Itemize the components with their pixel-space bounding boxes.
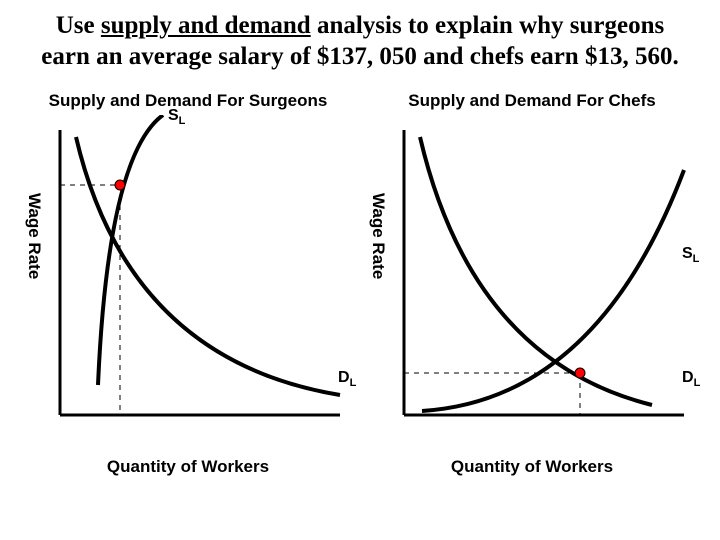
demand-label: DL [338,369,356,389]
supply-label: SL [168,107,185,127]
demand-label: DL [682,369,700,389]
chart-chefs: Supply and Demand For Chefs SL DL Wage R… [362,91,702,477]
chart-chefs-svg [362,115,702,455]
demand-label-text: D [338,369,350,386]
supply-label-sub: L [179,115,186,127]
chart-surgeons-svg [18,115,358,455]
page-title: Use supply and demand analysis to explai… [0,0,720,73]
chart-surgeons-title: Supply and Demand For Surgeons [18,91,358,111]
supply-label: SL [682,245,699,265]
supply-label-sub: L [693,253,700,265]
y-axis-label: Wage Rate [368,193,388,279]
x-axis-label: Quantity of Workers [18,457,358,477]
demand-label-sub: L [694,377,701,389]
title-prefix: Use [56,12,101,39]
supply-label-text: S [168,107,179,124]
chart-chefs-plot: SL DL Wage Rate [362,115,702,455]
chart-surgeons: Supply and Demand For Surgeons SL DL Wag… [18,91,358,477]
supply-label-text: S [682,245,693,262]
title-underlined: supply and demand [101,12,311,39]
charts-row: Supply and Demand For Surgeons SL DL Wag… [0,73,720,477]
demand-label-sub: L [350,377,357,389]
chart-surgeons-plot: SL DL Wage Rate [18,115,358,455]
x-axis-label: Quantity of Workers [362,457,702,477]
chart-chefs-title: Supply and Demand For Chefs [362,91,702,111]
y-axis-label: Wage Rate [24,193,44,279]
demand-label-text: D [682,369,694,386]
